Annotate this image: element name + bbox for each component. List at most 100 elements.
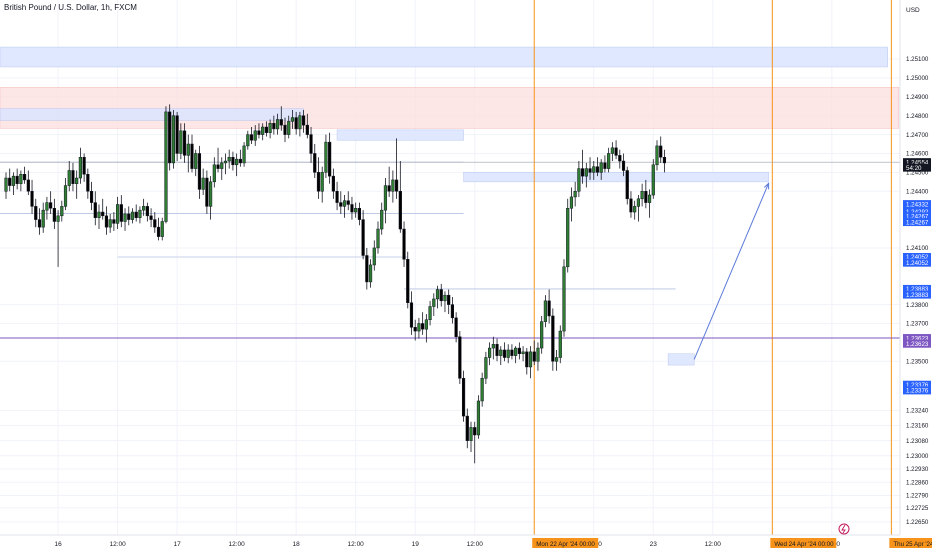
candle[interactable] <box>298 111 302 137</box>
candle[interactable] <box>56 210 60 267</box>
candle[interactable] <box>134 204 138 222</box>
candle[interactable] <box>123 208 127 231</box>
candle[interactable] <box>540 315 544 354</box>
candle[interactable] <box>112 212 116 231</box>
candle[interactable] <box>160 217 164 241</box>
candle[interactable] <box>558 325 562 364</box>
candle[interactable] <box>190 134 194 173</box>
candle[interactable] <box>655 140 659 171</box>
candle[interactable] <box>294 111 298 135</box>
candle[interactable] <box>350 196 354 220</box>
candle[interactable] <box>458 331 462 384</box>
candle[interactable] <box>450 297 454 324</box>
candle[interactable] <box>49 191 53 214</box>
lightning-icon[interactable] <box>838 523 850 535</box>
candle[interactable] <box>469 421 473 452</box>
candle[interactable] <box>272 115 276 135</box>
candle[interactable] <box>525 348 529 375</box>
candle[interactable] <box>402 221 406 267</box>
candle[interactable] <box>119 195 123 228</box>
candle[interactable] <box>168 104 172 171</box>
candle[interactable] <box>365 247 369 290</box>
candle[interactable] <box>246 130 250 150</box>
candle[interactable] <box>424 314 428 343</box>
candle[interactable] <box>566 198 570 273</box>
candle[interactable] <box>573 181 577 207</box>
candle[interactable] <box>651 159 655 199</box>
candle[interactable] <box>231 151 235 171</box>
candle[interactable] <box>536 342 540 371</box>
candle[interactable] <box>302 110 306 133</box>
candle[interactable] <box>242 142 246 167</box>
candle[interactable] <box>625 166 629 205</box>
candle[interactable] <box>156 217 161 241</box>
candle[interactable] <box>357 202 361 226</box>
candle[interactable] <box>41 202 45 233</box>
candle[interactable] <box>432 293 436 316</box>
candle[interactable] <box>23 166 27 184</box>
candle[interactable] <box>268 119 272 139</box>
candle[interactable] <box>443 291 447 313</box>
candle[interactable] <box>67 161 71 192</box>
candle[interactable] <box>52 198 56 230</box>
candle[interactable] <box>621 153 626 177</box>
candle[interactable] <box>97 204 101 230</box>
candle[interactable] <box>37 208 42 235</box>
candle[interactable] <box>662 149 667 173</box>
candle[interactable] <box>15 168 19 190</box>
candle[interactable] <box>488 342 492 366</box>
candle[interactable] <box>164 106 168 224</box>
candle[interactable] <box>387 166 391 197</box>
candle[interactable] <box>275 113 280 135</box>
candle[interactable] <box>599 159 603 180</box>
candle[interactable] <box>127 206 131 226</box>
candle[interactable] <box>633 200 637 220</box>
candle[interactable] <box>104 206 109 235</box>
candle[interactable] <box>194 149 198 177</box>
candle[interactable] <box>8 168 12 192</box>
candle[interactable] <box>108 213 112 233</box>
candle[interactable] <box>253 125 257 146</box>
candle[interactable] <box>521 346 525 362</box>
candle[interactable] <box>220 157 224 180</box>
candle[interactable] <box>588 157 592 180</box>
candle[interactable] <box>78 147 82 184</box>
candle[interactable] <box>510 344 514 360</box>
candle[interactable] <box>320 166 324 203</box>
candle[interactable] <box>607 147 611 173</box>
candle[interactable] <box>417 317 421 339</box>
candle[interactable] <box>644 179 648 209</box>
candle[interactable] <box>182 123 187 163</box>
candle[interactable] <box>201 168 205 196</box>
candle[interactable] <box>569 187 574 222</box>
candle[interactable] <box>398 161 402 233</box>
candle[interactable] <box>447 289 451 315</box>
candle[interactable] <box>223 153 228 175</box>
candle[interactable] <box>391 170 395 203</box>
candle[interactable] <box>145 202 149 222</box>
price-axis[interactable] <box>900 0 932 550</box>
candle[interactable] <box>636 195 640 222</box>
candle[interactable] <box>287 115 291 139</box>
candle[interactable] <box>60 200 64 222</box>
candle[interactable] <box>186 134 190 173</box>
candle[interactable] <box>562 259 566 337</box>
zone-blue[interactable] <box>336 129 464 141</box>
candle[interactable] <box>4 172 8 199</box>
candle[interactable] <box>502 342 507 362</box>
candle[interactable] <box>30 179 34 214</box>
candle[interactable] <box>517 342 521 360</box>
candle[interactable] <box>581 149 585 184</box>
candle[interactable] <box>406 251 410 309</box>
projection-arrow[interactable] <box>693 183 770 360</box>
candle[interactable] <box>205 170 209 214</box>
candle[interactable] <box>142 198 146 216</box>
candle[interactable] <box>614 140 618 160</box>
candle[interactable] <box>461 370 466 422</box>
candle[interactable] <box>45 196 49 220</box>
candle[interactable] <box>93 191 97 226</box>
candle[interactable] <box>316 157 321 199</box>
candle[interactable] <box>227 149 231 169</box>
candle[interactable] <box>309 127 313 163</box>
